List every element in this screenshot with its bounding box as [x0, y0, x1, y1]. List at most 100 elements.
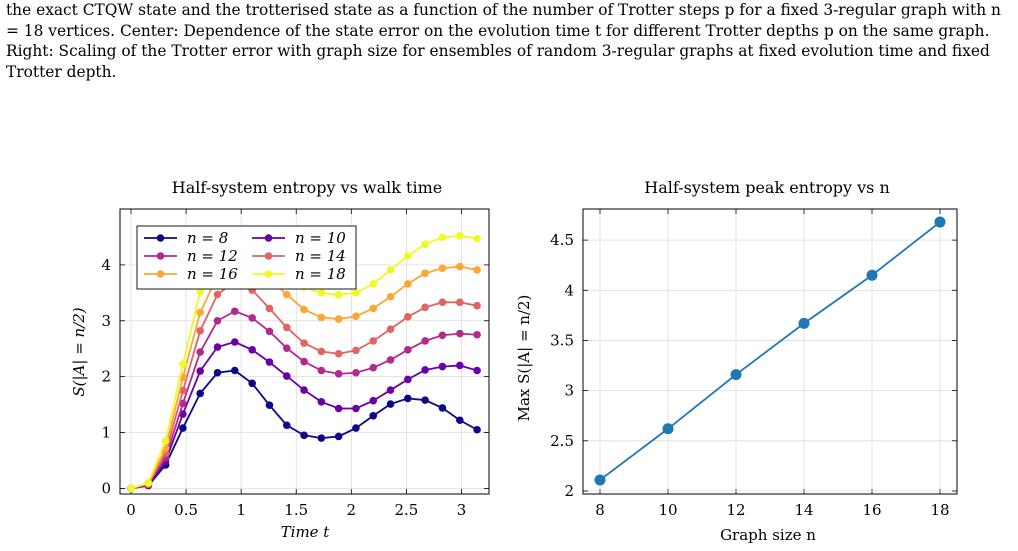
x-tick-label: 1: [236, 501, 246, 519]
data-point: [404, 375, 412, 384]
data-point: [352, 404, 360, 413]
data-point: [282, 372, 291, 380]
data-point: [265, 327, 274, 336]
x-tick-label: 2: [347, 501, 357, 519]
y-tick-label: 0: [101, 479, 111, 497]
data-point: [438, 264, 447, 273]
data-point: [334, 404, 343, 413]
data-point: [334, 432, 343, 441]
legend-label: n = 16: [187, 265, 238, 283]
x-tick-label: 0: [126, 501, 136, 519]
y-tick-label: 3: [564, 382, 574, 400]
legend-label: n = 14: [295, 247, 346, 265]
series-3: [127, 307, 481, 493]
data-point: [866, 269, 878, 281]
data-point: [230, 307, 239, 316]
data-point: [798, 317, 810, 329]
data-point: [421, 240, 429, 249]
data-point: [404, 394, 412, 403]
data-point: [300, 386, 308, 394]
legend-marker: [264, 270, 273, 278]
data-point: [317, 313, 326, 322]
x-tick-label: 18: [930, 501, 949, 519]
legend: n = 8 n = 10 n = 12 n = 14 n = 16 n = 18: [136, 225, 357, 290]
data-point: [300, 431, 308, 440]
data-point: [282, 344, 291, 352]
y-tick-label: 4: [101, 256, 111, 274]
data-point: [404, 252, 412, 260]
data-point: [317, 434, 326, 442]
caption-text: the exact CTQW state and the trotterised…: [6, 1, 1001, 81]
y-tick-label: 2.5: [550, 432, 574, 450]
data-point: [196, 389, 204, 398]
legend-item: n = 12: [144, 247, 238, 265]
y-tick-label: 2: [101, 368, 111, 386]
figure-caption: the exact CTQW state and the trotterised…: [6, 0, 1010, 82]
x-tick-label: 0.5: [174, 501, 198, 519]
data-point: [421, 337, 429, 345]
data-point: [317, 289, 326, 297]
data-point: [196, 308, 204, 317]
y-tick-label: 4: [564, 281, 574, 299]
series-group: [594, 216, 946, 486]
legend-item: n = 8: [144, 229, 228, 247]
chart-title: Half-system entropy vs walk time: [172, 178, 443, 197]
legend-item: n = 14: [252, 247, 346, 265]
data-point: [421, 303, 429, 312]
data-point: [404, 280, 412, 288]
entropy-vs-time-chart: Half-system entropy vs walk time 0 0.5 1 1.…: [70, 178, 490, 541]
data-point: [317, 397, 326, 406]
x-tick-label: 14: [794, 501, 813, 519]
data-point: [179, 360, 187, 369]
legend-item: n = 16: [144, 265, 238, 283]
data-point: [300, 339, 308, 347]
data-point: [438, 233, 447, 242]
y-tick-label: 3: [101, 312, 111, 330]
x-tick-label: 2.5: [394, 501, 418, 519]
data-point: [213, 368, 222, 377]
series-group: [127, 232, 481, 493]
data-point: [386, 266, 395, 274]
data-point: [317, 347, 326, 356]
data-point: [473, 366, 481, 375]
x-tick-label: 10: [658, 501, 677, 519]
data-point: [473, 266, 481, 274]
y-tick-label: 3.5: [550, 331, 574, 349]
data-point: [334, 291, 343, 299]
data-point: [352, 312, 360, 321]
data-point: [386, 386, 395, 394]
data-point: [473, 330, 481, 339]
legend-marker: [156, 234, 165, 242]
data-point: [369, 363, 378, 372]
data-point: [230, 366, 239, 375]
data-point: [456, 329, 464, 338]
data-point: [352, 368, 360, 377]
data-point: [730, 369, 742, 381]
legend-box: [136, 225, 357, 290]
x-tick-label: 8: [595, 501, 605, 519]
series-2: [127, 338, 481, 493]
legend-item: n = 18: [252, 265, 346, 283]
data-point: [456, 298, 464, 307]
data-point: [473, 301, 481, 310]
data-point: [352, 424, 360, 432]
data-point: [404, 313, 412, 321]
data-point: [594, 474, 606, 486]
data-point: [248, 314, 256, 322]
data-point: [404, 346, 412, 354]
data-point: [456, 232, 464, 240]
data-point: [473, 425, 481, 434]
data-point: [456, 361, 464, 370]
data-point: [248, 346, 256, 354]
data-point: [265, 304, 274, 313]
data-point: [421, 396, 429, 404]
y-tick-label: 4.5: [550, 231, 574, 249]
data-point: [196, 348, 204, 356]
data-point: [282, 290, 291, 299]
legend-marker: [156, 270, 165, 278]
y-tick-label: 1: [101, 424, 111, 442]
y-axis-label: Max S(|A| = n/2): [515, 295, 533, 422]
data-point: [334, 370, 343, 378]
data-point: [213, 290, 222, 299]
data-point: [386, 356, 395, 364]
